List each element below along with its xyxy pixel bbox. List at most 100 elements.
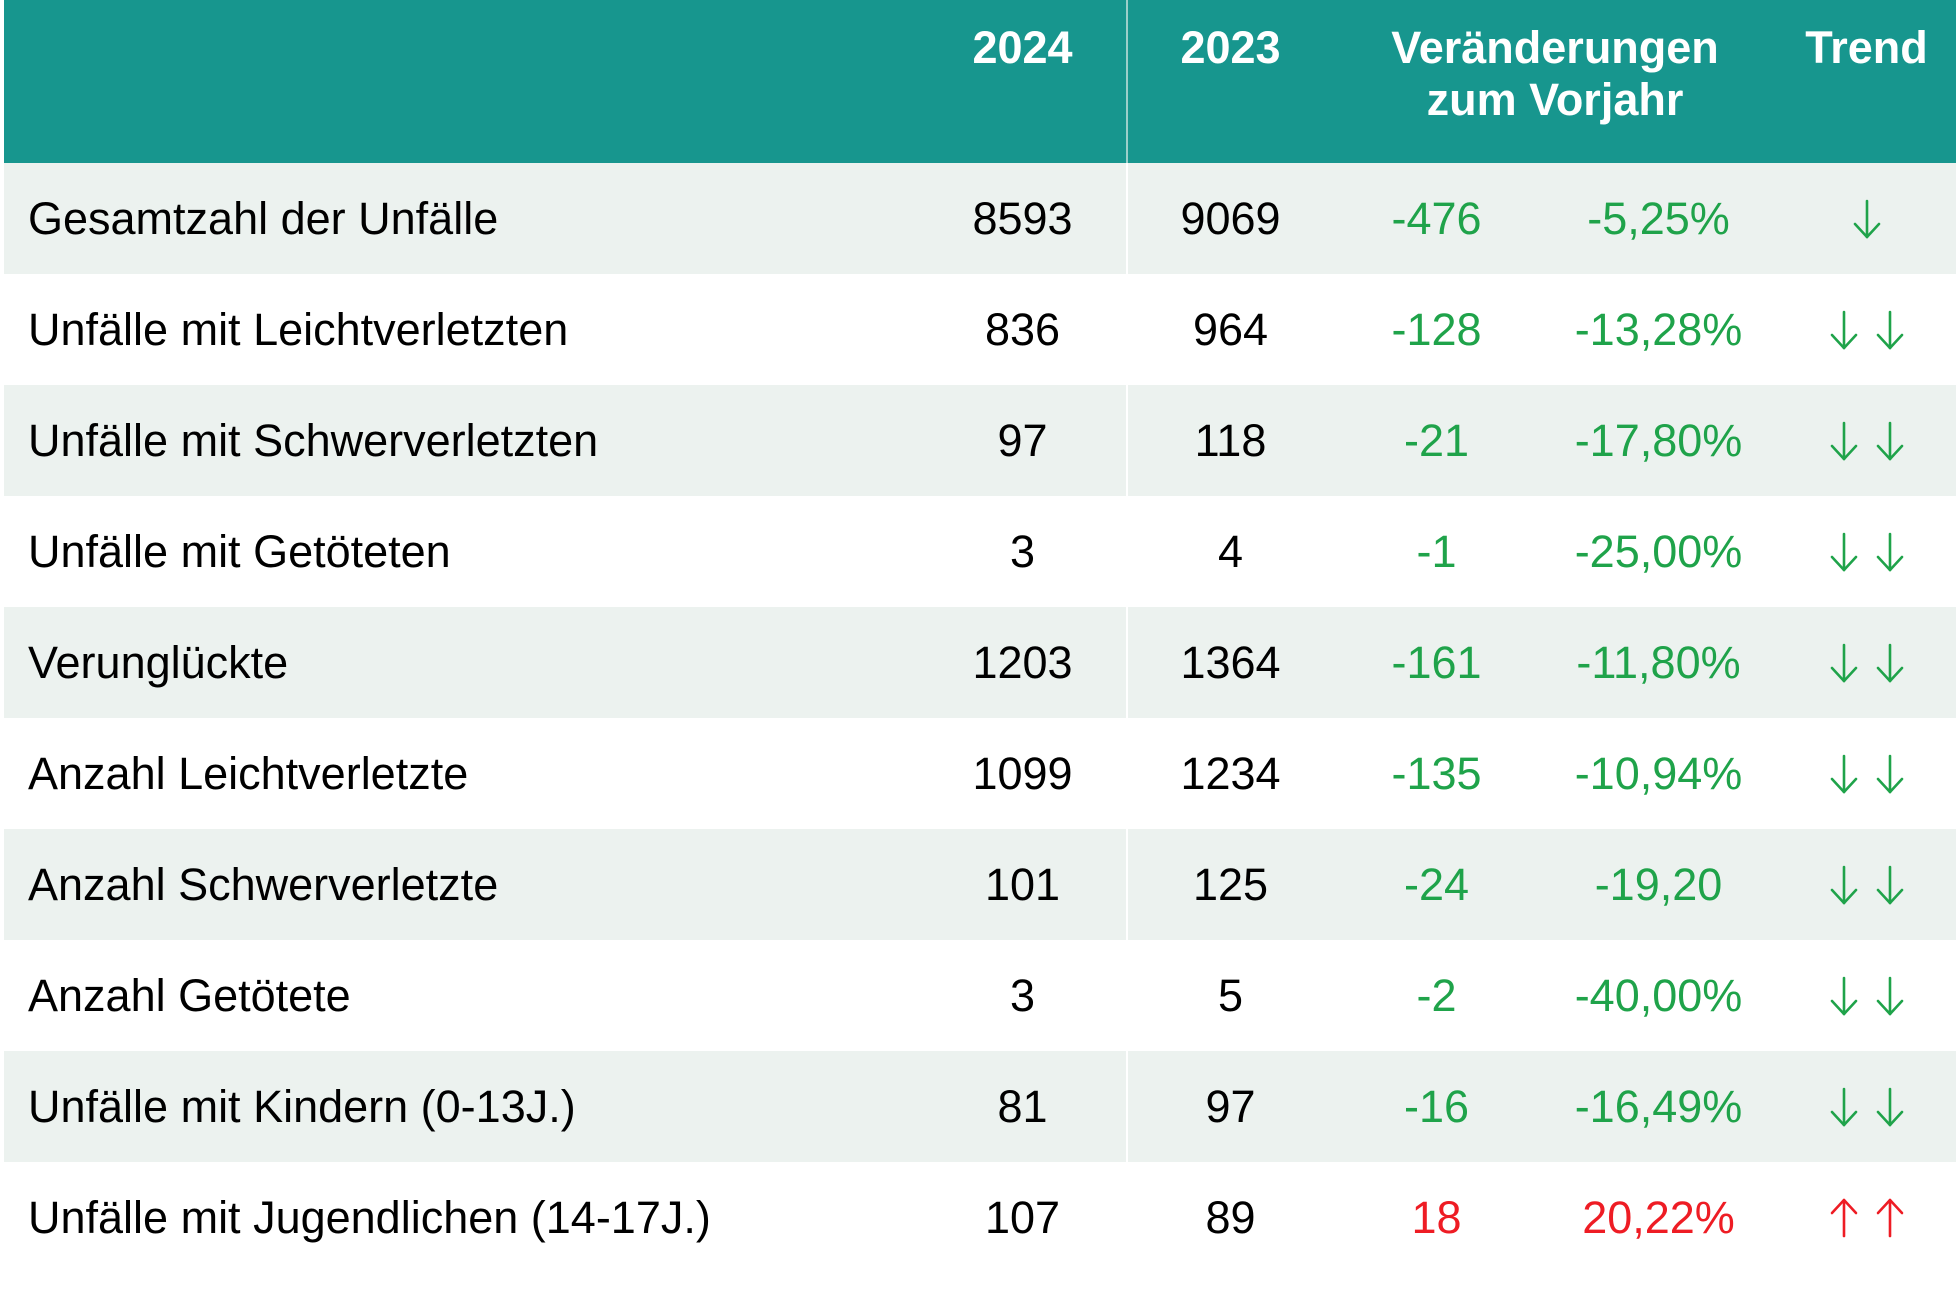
table-header-row: 2024 2023 Veränderungen zum Vorjahr Tren…	[4, 0, 1956, 163]
value-2024: 836	[984, 303, 1061, 355]
arrow-down-icon	[1829, 752, 1859, 796]
trend-cell	[1777, 496, 1956, 607]
row-label: Gesamtzahl der Unfälle	[28, 192, 499, 244]
change-absolute: -476	[1391, 192, 1482, 244]
change-absolute: -135	[1391, 747, 1482, 799]
arrow-down-icon	[1875, 641, 1905, 685]
arrow-down-icon	[1829, 419, 1859, 463]
change-percent: -13,28%	[1574, 303, 1743, 355]
arrow-down-icon	[1875, 752, 1905, 796]
table-row: Anzahl Getötete 3 5 -2 -40,00%	[4, 940, 1956, 1051]
value-2024: 101	[984, 858, 1061, 910]
trend-cell	[1777, 607, 1956, 718]
value-2024: 97	[997, 414, 1048, 466]
change-percent: -5,25%	[1587, 192, 1730, 244]
arrow-down-icon	[1829, 308, 1859, 352]
table-row: Unfälle mit Jugendlichen (14-17J.) 107 89 1…	[4, 1162, 1956, 1273]
value-2023: 1364	[1126, 607, 1333, 718]
value-2023: 97	[1126, 1051, 1333, 1162]
change-percent: -10,94%	[1574, 747, 1743, 799]
arrow-up-icon	[1829, 1196, 1859, 1240]
value-2023: 118	[1126, 385, 1333, 496]
row-label: Unfälle mit Getöteten	[28, 525, 451, 577]
header-change-line2: zum Vorjahr	[1426, 74, 1684, 125]
arrow-down-icon	[1875, 530, 1905, 574]
arrow-down-icon	[1829, 1085, 1859, 1129]
trend-cell	[1777, 1051, 1956, 1162]
arrow-down-icon	[1829, 530, 1859, 574]
row-label: Anzahl Leichtverletzte	[28, 747, 469, 799]
change-absolute: 18	[1411, 1191, 1462, 1243]
value-2023: 9069	[1126, 163, 1333, 274]
table-row: Anzahl Leichtverletzte 1099 1234 -135 -10,94…	[4, 718, 1956, 829]
header-label-cell	[4, 0, 919, 163]
value-2024: 3	[1009, 525, 1036, 577]
arrow-down-icon	[1875, 863, 1905, 907]
trend-cell	[1777, 274, 1956, 385]
trend-cell	[1777, 718, 1956, 829]
row-label: Unfälle mit Jugendlichen (14-17J.)	[28, 1191, 711, 1243]
row-label: Unfälle mit Leichtverletzten	[28, 303, 569, 355]
row-label: Unfälle mit Kindern (0-13J.)	[28, 1080, 576, 1132]
value-2023: 4	[1126, 496, 1333, 607]
value-2024: 81	[997, 1080, 1048, 1132]
trend-cell	[1777, 163, 1956, 274]
row-label: Anzahl Schwerverletzte	[28, 858, 499, 910]
trend-cell	[1777, 829, 1956, 940]
value-2023: 1234	[1126, 718, 1333, 829]
value-2024: 1099	[972, 747, 1073, 799]
arrow-down-icon	[1875, 419, 1905, 463]
change-absolute: -2	[1416, 969, 1457, 1021]
value-2023: 89	[1126, 1162, 1333, 1273]
arrow-down-icon	[1875, 1085, 1905, 1129]
table-row: Verunglückte 1203 1364 -161 -11,80%	[4, 607, 1956, 718]
value-2023: 5	[1126, 940, 1333, 1051]
row-label: Verunglückte	[28, 636, 289, 688]
row-label: Anzahl Getötete	[28, 969, 351, 1021]
trend-cell	[1777, 1162, 1956, 1273]
change-absolute: -24	[1403, 858, 1470, 910]
value-2024: 8593	[972, 192, 1073, 244]
table-row: Unfälle mit Kindern (0-13J.) 81 97 -16 -16,4…	[4, 1051, 1956, 1162]
header-change-line1: Veränderungen	[1391, 22, 1719, 73]
trend-cell	[1777, 940, 1956, 1051]
value-2024: 3	[1009, 969, 1036, 1021]
change-percent: -11,80%	[1576, 636, 1741, 688]
table-row: Unfälle mit Leichtverletzten 836 964 -128 -1…	[4, 274, 1956, 385]
table-row: Anzahl Schwerverletzte 101 125 -24 -19,20	[4, 829, 1956, 940]
arrow-down-icon	[1852, 197, 1882, 241]
arrow-down-icon	[1875, 974, 1905, 1018]
value-2023: 125	[1126, 829, 1333, 940]
change-absolute: -16	[1403, 1080, 1470, 1132]
change-percent: -25,00%	[1574, 525, 1743, 577]
change-absolute: -21	[1403, 414, 1470, 466]
accident-statistics-table: 2024 2023 Veränderungen zum Vorjahr Tren…	[4, 0, 1956, 1273]
row-label: Unfälle mit Schwerverletzten	[28, 414, 599, 466]
change-percent: 20,22%	[1582, 1191, 1735, 1243]
arrow-down-icon	[1829, 974, 1859, 1018]
header-change-to-previous-year: Veränderungen zum Vorjahr	[1333, 0, 1777, 163]
arrow-down-icon	[1829, 863, 1859, 907]
arrow-up-icon	[1875, 1196, 1905, 1240]
change-absolute: -1	[1416, 525, 1457, 577]
arrow-down-icon	[1829, 641, 1859, 685]
table-row: Unfälle mit Getöteten 3 4 -1 -25,00%	[4, 496, 1956, 607]
change-percent: -17,80%	[1574, 414, 1743, 466]
header-year-2024: 2024	[919, 0, 1127, 163]
header-trend: Trend	[1777, 0, 1956, 163]
change-absolute: -128	[1391, 303, 1482, 355]
trend-cell	[1777, 385, 1956, 496]
table-body: Gesamtzahl der Unfälle 8593 9069 -476 -5,25%…	[4, 163, 1956, 1273]
value-2024: 107	[984, 1191, 1061, 1243]
change-percent: -19,20	[1594, 858, 1723, 910]
header-year-2023: 2023	[1126, 0, 1333, 163]
table-row: Gesamtzahl der Unfälle 8593 9069 -476 -5,25%	[4, 163, 1956, 274]
change-absolute: -161	[1391, 636, 1482, 688]
arrow-down-icon	[1875, 308, 1905, 352]
value-2024: 1203	[972, 636, 1073, 688]
value-2023: 964	[1126, 274, 1333, 385]
change-percent: -40,00%	[1574, 969, 1743, 1021]
table-row: Unfälle mit Schwerverletzten 97 118 -21 -17,…	[4, 385, 1956, 496]
change-percent: -16,49%	[1574, 1080, 1743, 1132]
